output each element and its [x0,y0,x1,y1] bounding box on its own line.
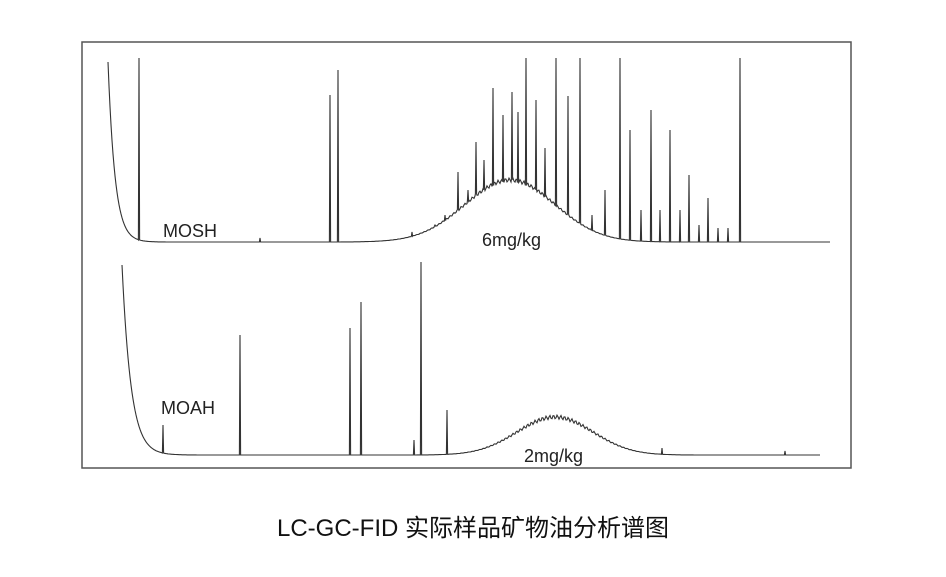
moah-concentration: 2mg/kg [524,446,583,466]
trace [121,261,820,456]
mosh-label: MOSH [163,221,217,241]
frame [81,41,852,469]
moah-label: MOAH [161,398,215,418]
mosh-concentration: 6mg/kg [482,230,541,250]
chromatograms [107,57,830,456]
caption: LC-GC-FID 实际样品矿物油分析谱图 [277,515,669,542]
trace [107,57,830,243]
